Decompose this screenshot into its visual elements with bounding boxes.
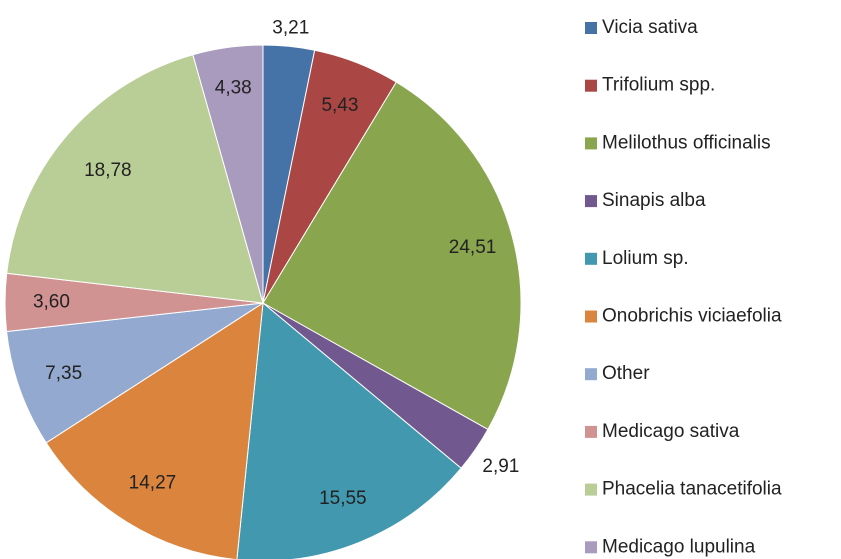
legend-swatch [585, 137, 597, 150]
slice-label: 3,21 [272, 17, 309, 38]
slice-label: 2,91 [482, 456, 519, 477]
pie-slice [262, 81, 522, 431]
legend-swatch [585, 368, 597, 381]
legend-swatch [585, 79, 597, 92]
legend-label: Melilothus officinalis [602, 132, 771, 153]
legend-swatch [585, 195, 597, 208]
legend-swatch [585, 483, 597, 496]
legend-label: Medicago sativa [602, 421, 740, 442]
slice-label: 3,60 [33, 292, 70, 313]
legend-label: Vicia sativa [602, 17, 698, 38]
slice-label: 5,43 [321, 95, 358, 116]
legend-swatch [585, 425, 597, 438]
slice-label: 15,55 [319, 488, 367, 509]
legend-label: Onobrichis viciaefolia [602, 306, 782, 327]
legend-label: Other [602, 363, 650, 384]
slice-label: 24,51 [449, 237, 497, 258]
pie-slice [236, 302, 462, 559]
legend-label: Trifolium spp. [602, 75, 715, 96]
slice-label: 7,35 [45, 363, 82, 384]
legend-swatch [585, 310, 597, 323]
legend-swatch [585, 252, 597, 265]
pie-slice [6, 54, 264, 304]
slice-label: 14,27 [129, 472, 177, 493]
slice-label: 18,78 [84, 160, 132, 181]
legend-label: Medicago lupulina [602, 536, 756, 557]
slice-label: 4,38 [215, 77, 252, 98]
legend-swatch [585, 22, 597, 34]
pie-slice [6, 302, 264, 444]
pie-slice [192, 44, 264, 304]
pie-slice [45, 302, 264, 559]
legend-swatch [585, 541, 597, 554]
legend-label: Phacelia tanacetifolia [602, 479, 782, 500]
legend-label: Lolium sp. [602, 248, 689, 269]
legend-label: Sinapis alba [602, 190, 706, 211]
